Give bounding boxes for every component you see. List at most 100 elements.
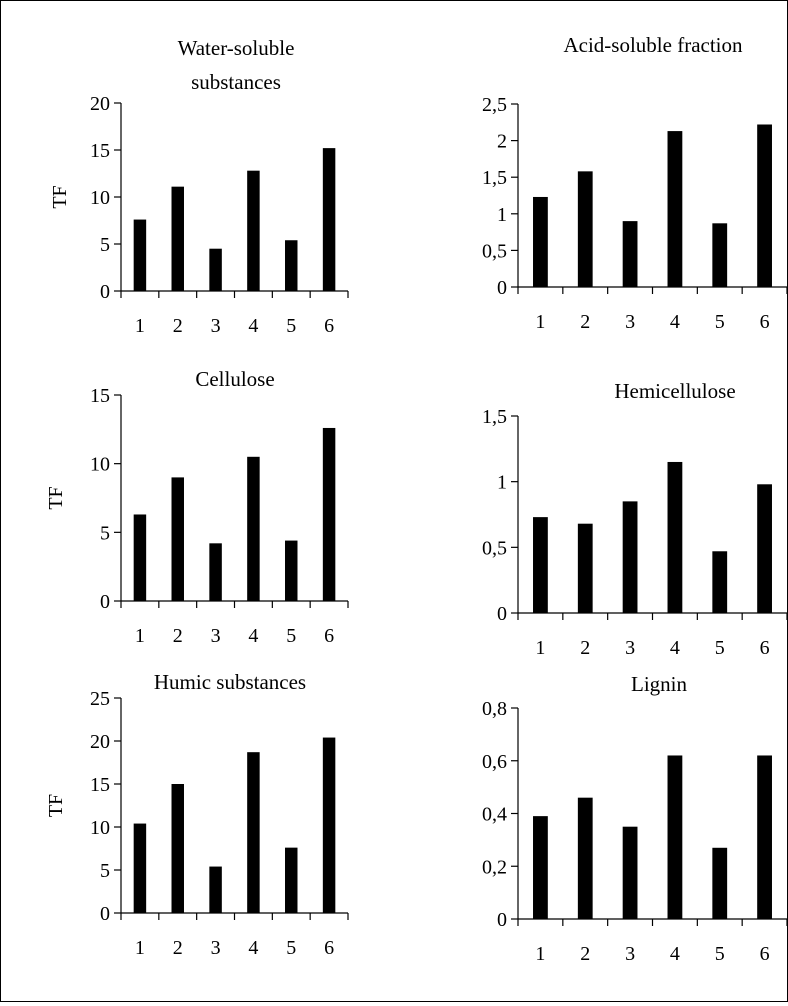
bar-1 <box>133 514 147 601</box>
chart-title-line: Cellulose <box>195 367 274 391</box>
bar-6 <box>757 755 772 919</box>
bar-5 <box>285 240 298 291</box>
bar-6 <box>757 124 772 287</box>
y-tick-label: 0,4 <box>482 804 507 826</box>
bar-1 <box>533 196 548 287</box>
y-tick-label: 1,5 <box>482 167 507 189</box>
x-tick-label: 1 <box>135 315 145 337</box>
bar-1 <box>133 823 147 913</box>
y-axis-label: TF <box>45 486 67 509</box>
y-tick-label: 15 <box>90 140 110 162</box>
y-tick-label: 1,5 <box>482 406 507 428</box>
bar-1 <box>533 517 548 613</box>
x-tick-label: 5 <box>286 315 296 337</box>
y-tick-label: 0,6 <box>482 751 507 773</box>
bar-4 <box>247 170 260 291</box>
y-tick-label: 25 <box>90 688 110 710</box>
y-tick-label: 0 <box>100 281 110 303</box>
x-tick-label: 2 <box>580 637 590 659</box>
chart-panel-3: Cellulose TF 0 5 10 15 1 2 3 4 5 6 <box>45 367 349 647</box>
y-tick-label: 0 <box>497 277 507 299</box>
x-tick-label: 3 <box>625 637 635 659</box>
bar-5 <box>712 847 728 919</box>
chart-title-line: Humic substances <box>154 670 306 694</box>
bar-3 <box>622 501 638 613</box>
x-tick-label: 1 <box>135 937 145 959</box>
y-tick-label: 0 <box>100 591 110 613</box>
x-tick-label: 4 <box>248 937 258 959</box>
y-tick-label: 15 <box>90 774 110 796</box>
bar-3 <box>209 543 222 601</box>
bar-1 <box>533 816 548 919</box>
chart-panel-4: Hemicellulose 0 0,5 1 1,5 1 2 3 4 5 6 <box>482 379 788 659</box>
x-tick-label: 4 <box>248 625 258 647</box>
x-tick-label: 5 <box>286 625 296 647</box>
y-tick-label: 5 <box>100 234 110 256</box>
x-tick-label: 6 <box>760 943 770 965</box>
y-tick-label: 10 <box>90 187 110 209</box>
y-tick-label: 20 <box>90 731 110 753</box>
y-tick-label: 1 <box>497 204 507 226</box>
x-tick-label: 3 <box>625 943 635 965</box>
x-tick-label: 4 <box>670 637 680 659</box>
x-tick-label: 5 <box>715 311 725 333</box>
y-tick-label: 5 <box>100 522 110 544</box>
bar-2 <box>171 784 184 913</box>
x-tick-label: 3 <box>211 315 221 337</box>
x-tick-label: 3 <box>211 625 221 647</box>
y-tick-label: 1 <box>497 472 507 494</box>
y-tick-label: 20 <box>90 93 110 115</box>
chart-panel-5: Humic substances TF 0 5 10 15 20 25 1 2 3 4 5 6 <box>45 670 349 959</box>
y-tick-label: 5 <box>100 860 110 882</box>
y-tick-label: 0,5 <box>482 537 507 559</box>
chart-title-line: Water-soluble <box>178 36 295 60</box>
bar-5 <box>285 847 298 913</box>
bar-2 <box>577 797 593 919</box>
bar-4 <box>667 755 683 919</box>
x-tick-label: 3 <box>625 311 635 333</box>
x-tick-label: 4 <box>670 311 680 333</box>
bar-3 <box>209 866 222 913</box>
bar-6 <box>757 484 772 613</box>
x-tick-label: 4 <box>248 315 258 337</box>
bar-6 <box>322 148 336 291</box>
x-tick-label: 4 <box>670 943 680 965</box>
y-tick-label: 0,5 <box>482 240 507 262</box>
bar-4 <box>667 461 683 613</box>
x-tick-label: 2 <box>173 315 183 337</box>
bar-4 <box>247 456 260 601</box>
chart-title-line: substances <box>191 70 281 94</box>
x-tick-label: 5 <box>715 637 725 659</box>
chart-title-line: Hemicellulose <box>614 379 735 403</box>
x-tick-label: 3 <box>211 937 221 959</box>
x-tick-label: 1 <box>535 311 545 333</box>
bar-1 <box>133 219 147 291</box>
x-tick-label: 5 <box>715 943 725 965</box>
y-tick-label: 0,2 <box>482 856 507 878</box>
y-axis-label: TF <box>45 794 67 817</box>
y-tick-label: 0 <box>100 903 110 925</box>
bar-6 <box>322 737 336 913</box>
bar-5 <box>285 540 298 601</box>
y-tick-label: 0,8 <box>482 698 507 720</box>
x-tick-label: 2 <box>173 625 183 647</box>
x-tick-label: 6 <box>324 625 334 647</box>
y-tick-label: 15 <box>90 385 110 407</box>
chart-panel-2: Acid-soluble fraction 0 0,5 1 1,5 2 2,5 1 2 3 4 5 6 <box>482 33 788 333</box>
y-tick-label: 0 <box>497 603 507 625</box>
chart-title-line: Lignin <box>631 672 687 696</box>
y-tick-label: 2 <box>497 131 507 153</box>
y-tick-label: 0 <box>497 909 507 931</box>
x-tick-label: 2 <box>580 311 590 333</box>
x-tick-label: 2 <box>580 943 590 965</box>
x-tick-label: 6 <box>324 937 334 959</box>
x-tick-label: 6 <box>760 311 770 333</box>
bar-2 <box>577 171 593 287</box>
bar-5 <box>712 223 728 287</box>
y-tick-label: 10 <box>90 817 110 839</box>
y-axis-label: TF <box>49 185 71 208</box>
chart-title-line: Acid-soluble fraction <box>563 33 743 57</box>
bar-6 <box>322 427 336 601</box>
